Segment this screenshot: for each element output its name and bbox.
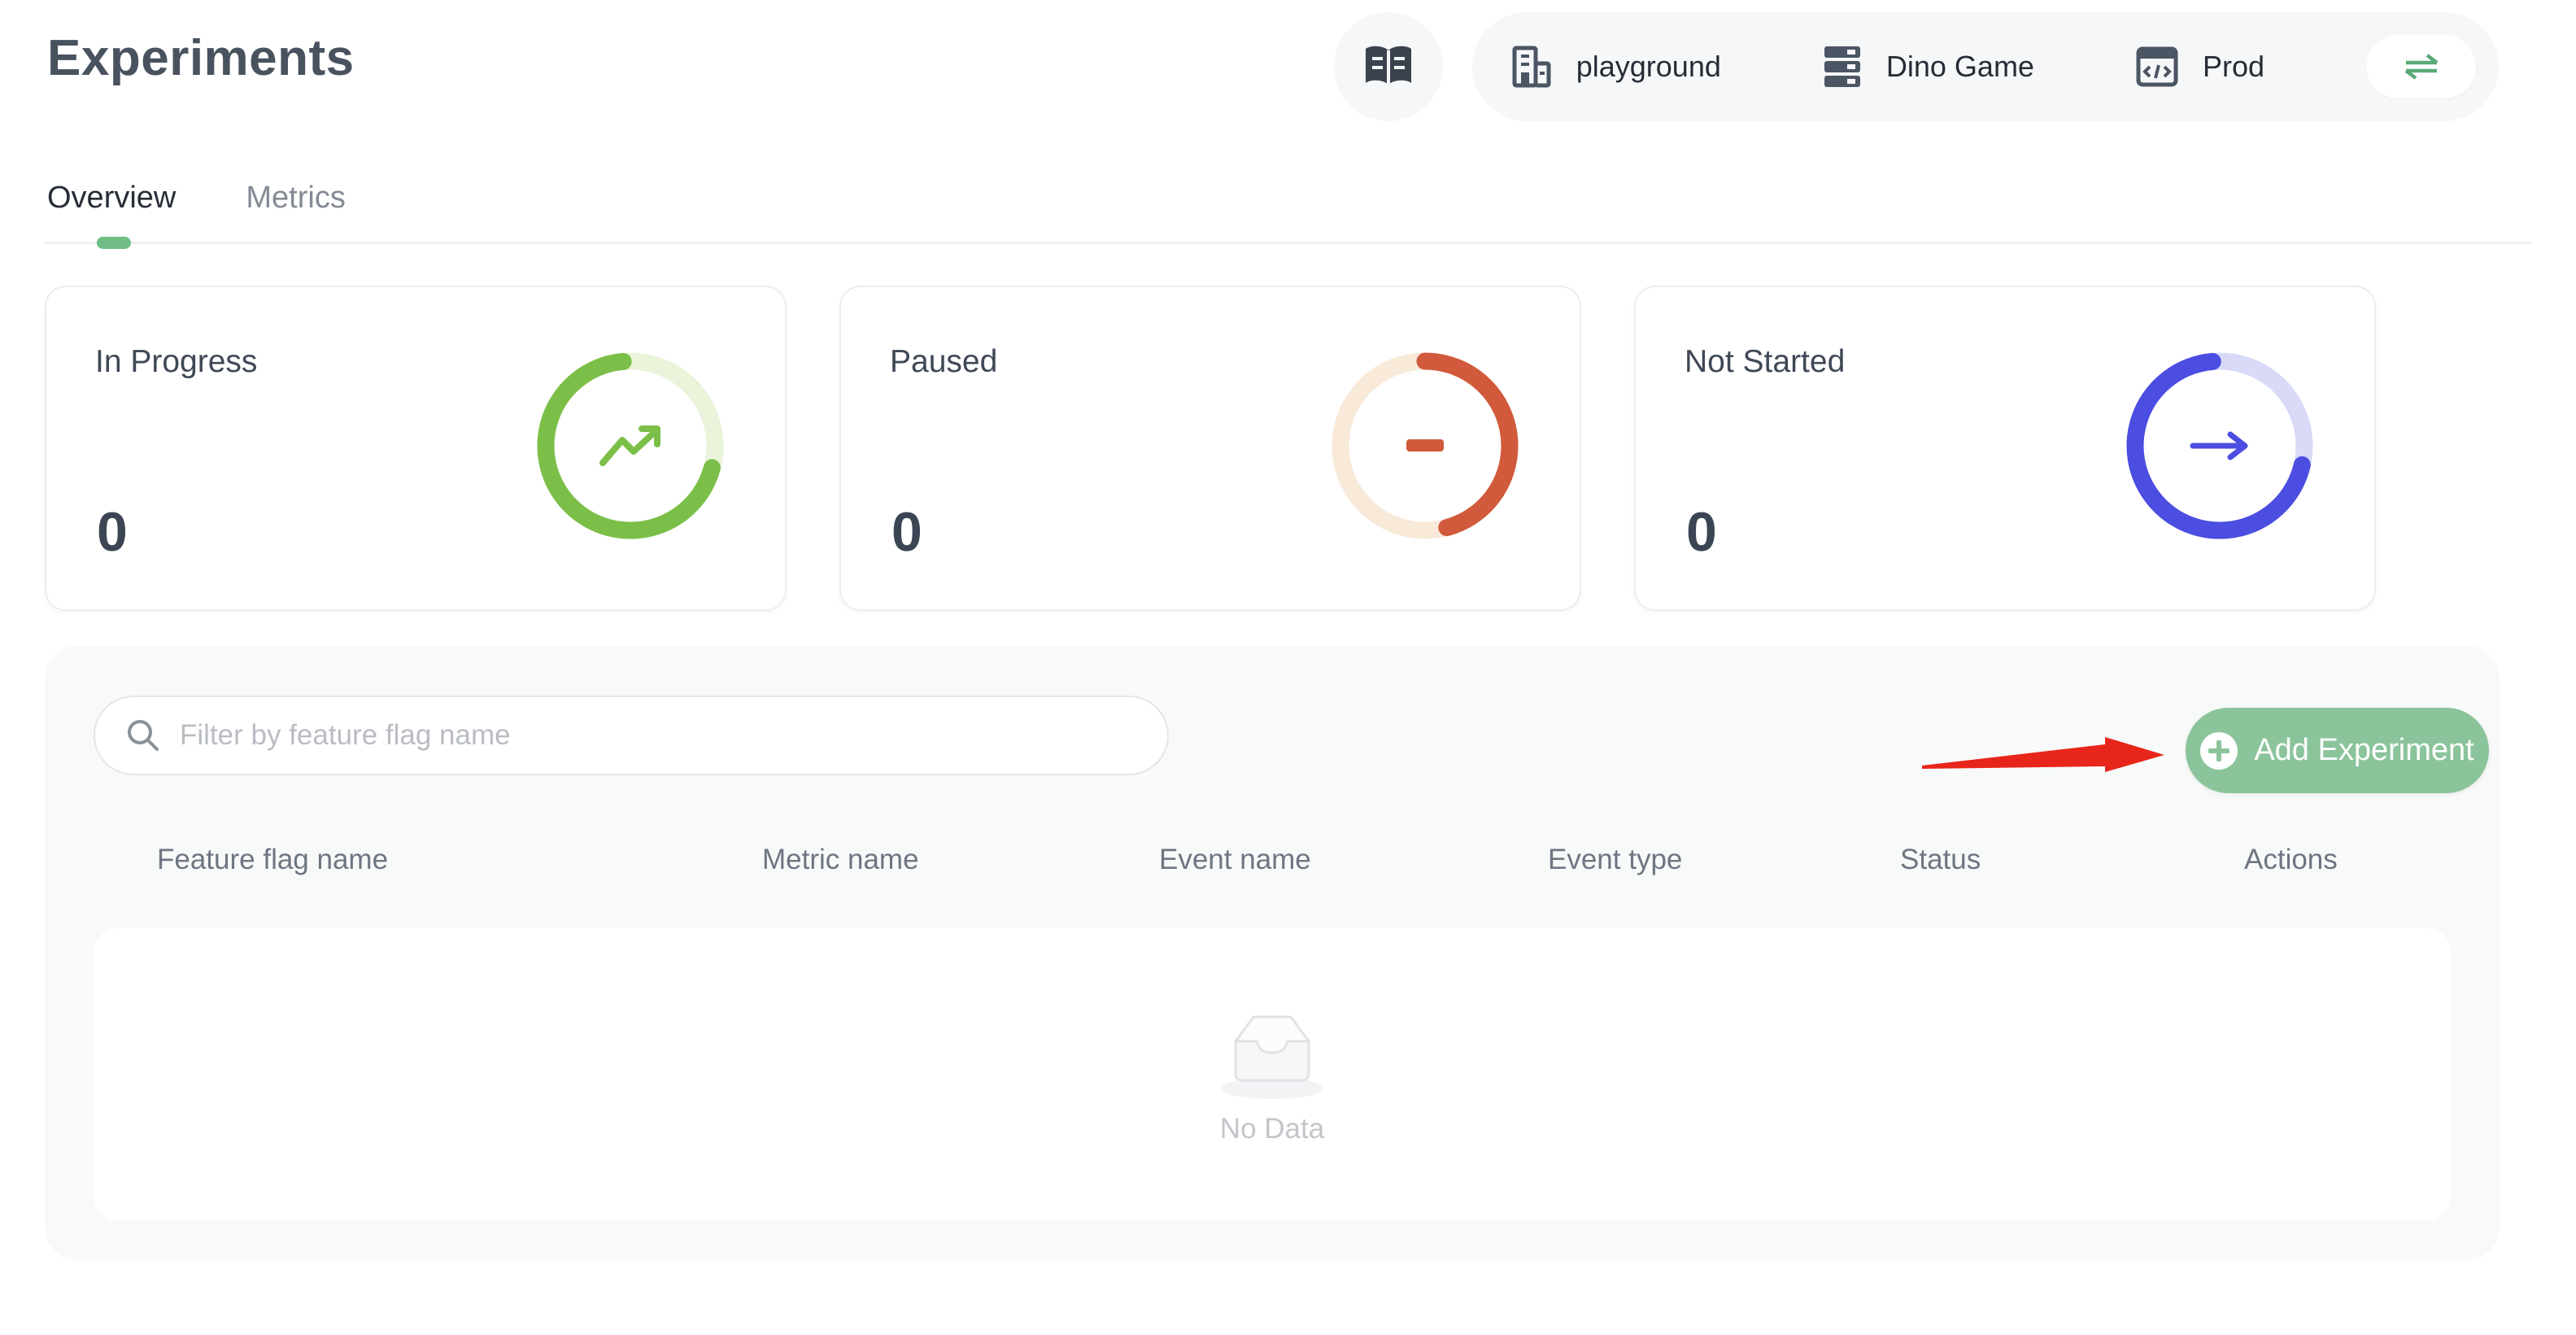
search-icon [124, 717, 162, 754]
server-stack-icon [1823, 46, 1862, 88]
arrow-right-icon [2122, 348, 2317, 543]
environment-switcher: playground Dino Game [1471, 12, 2499, 121]
stat-card-in-progress: In Progress 0 [45, 286, 787, 611]
column-header-metric-name: Metric name [762, 844, 919, 875]
feature-flag-filter[interactable] [94, 696, 1169, 775]
switch-environment-button[interactable] [2366, 35, 2476, 98]
stat-cards: In Progress 0 Paused 0 [45, 286, 2376, 611]
annotation-arrow [1922, 737, 2164, 772]
env-environment-label: Prod [2202, 50, 2264, 83]
stat-label: Paused [890, 344, 998, 379]
env-item-environment[interactable]: Prod [2136, 46, 2264, 88]
env-item-project[interactable]: playground [1511, 46, 1721, 88]
stat-label: Not Started [1685, 344, 1846, 379]
tab-overview[interactable]: Overview [47, 181, 177, 215]
code-window-icon [2136, 46, 2178, 88]
swap-arrows-icon [2403, 53, 2440, 81]
plus-circle-icon [2200, 731, 2238, 770]
stat-card-paused: Paused 0 [839, 286, 1581, 611]
env-product-label: Dino Game [1885, 50, 2034, 83]
tab-bar: Overview Metrics [47, 181, 346, 216]
stat-value: 0 [97, 501, 128, 563]
stat-value: 0 [1686, 501, 1717, 563]
column-header-event-type: Event type [1548, 844, 1683, 875]
add-experiment-label: Add Experiment [2254, 733, 2474, 767]
progress-ring [533, 348, 728, 543]
stat-card-not-started: Not Started 0 [1634, 286, 2376, 611]
minus-icon [1327, 348, 1523, 543]
tab-metrics[interactable]: Metrics [246, 181, 346, 215]
filter-input[interactable] [180, 719, 1143, 752]
trend-up-icon [533, 348, 728, 543]
column-header-status: Status [1900, 844, 1981, 875]
no-data-label: No Data [1219, 1112, 1325, 1145]
page-title: Experiments [47, 30, 355, 86]
add-experiment-button[interactable]: Add Experiment [2186, 708, 2489, 793]
experiments-panel: Add Experiment Feature flag name Metric … [45, 645, 2500, 1261]
stat-value: 0 [891, 501, 922, 563]
tab-track-line [45, 242, 2531, 244]
stat-label: In Progress [95, 344, 258, 379]
building-icon [1511, 46, 1552, 88]
empty-inbox-icon [1218, 1004, 1327, 1102]
column-header-feature-flag-name: Feature flag name [157, 844, 389, 875]
env-project-label: playground [1576, 50, 1721, 83]
env-item-product[interactable]: Dino Game [1823, 46, 2034, 88]
active-tab-indicator [97, 237, 131, 249]
docs-button[interactable] [1333, 12, 1443, 121]
table-header-row: Feature flag name Metric name Event name… [45, 844, 2500, 876]
topbar: playground Dino Game [1333, 12, 2499, 121]
open-book-icon [1362, 42, 1415, 91]
progress-ring [2122, 348, 2317, 543]
progress-ring [1327, 348, 1523, 543]
table-empty-state: No Data [94, 928, 2451, 1220]
column-header-actions: Actions [2244, 844, 2338, 875]
column-header-event-name: Event name [1159, 844, 1311, 875]
